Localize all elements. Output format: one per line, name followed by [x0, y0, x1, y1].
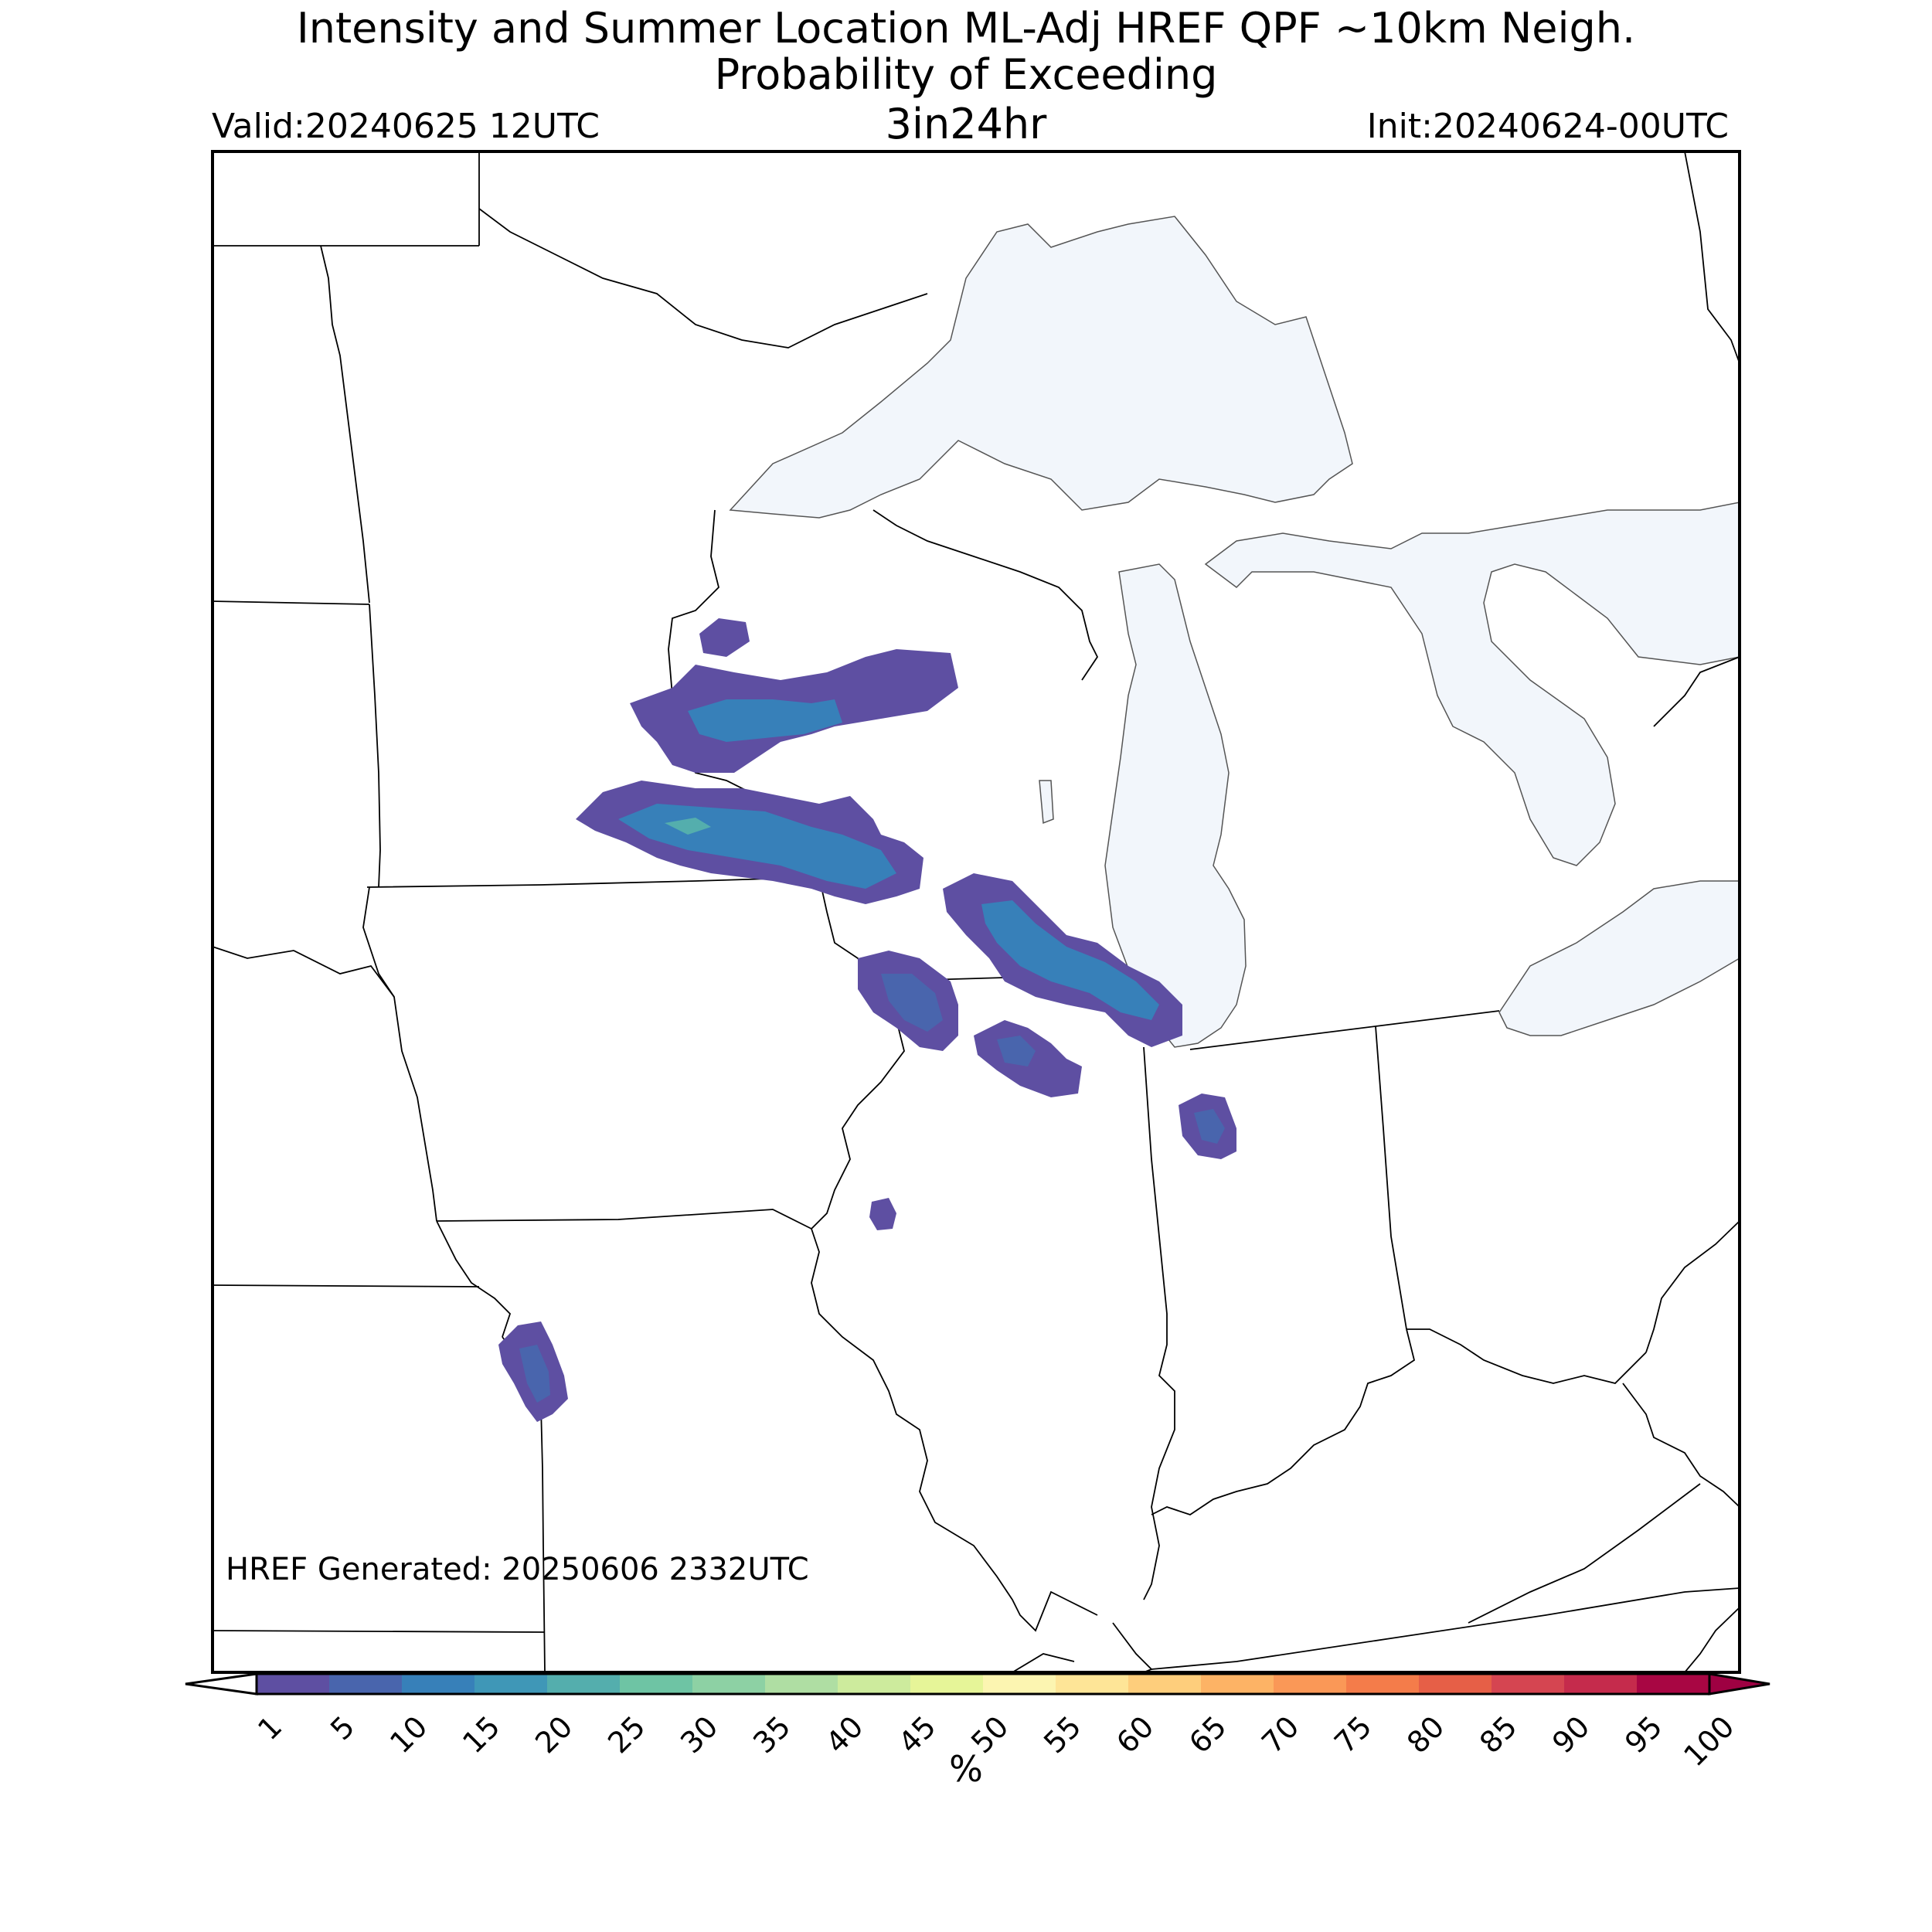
colorbar-segment — [1637, 1674, 1710, 1694]
colorbar-segment — [620, 1674, 693, 1694]
border-mi-in — [1189, 1026, 1376, 1050]
generated-timestamp: HREF Generated: 20250606 2332UTC — [226, 1552, 809, 1587]
colorbar — [185, 1672, 1770, 1696]
colorbar-unit-label: % — [949, 1748, 983, 1790]
precip-probability — [498, 618, 1236, 1422]
precip-il-north-core — [997, 1036, 1036, 1066]
colorbar-segment — [1564, 1674, 1638, 1694]
lakes — [729, 216, 1740, 1048]
border-mn-west — [320, 245, 370, 604]
lake-huron — [1204, 502, 1740, 866]
colorbar-segment — [402, 1674, 475, 1694]
colorbar-segment — [547, 1674, 621, 1694]
colorbar-segment — [1056, 1674, 1129, 1694]
border-ne-ks — [212, 1284, 480, 1287]
border-ks-ok — [212, 1630, 546, 1633]
lake-superior — [729, 216, 1353, 519]
colorbar-segment — [983, 1674, 1056, 1694]
title-line-2: Probability of Exceeding — [714, 50, 1218, 99]
precip-in-north-core — [1194, 1109, 1225, 1144]
colorbar-segments — [257, 1674, 1710, 1694]
border-va — [1468, 1483, 1701, 1624]
precip-wi-mn-teal — [665, 818, 711, 835]
border-wv — [1622, 1383, 1740, 1508]
valid-time: Valid:20240625 12UTC — [212, 107, 600, 146]
title-line-1: Intensity and Summer Location ML-Adj HRE… — [296, 4, 1636, 53]
border-mi-oh — [1375, 1010, 1500, 1027]
border-oh-ky — [1406, 1328, 1647, 1384]
border-mo-south — [1012, 1653, 1075, 1673]
border-ia-west — [362, 886, 437, 1222]
colorbar-segment — [910, 1674, 984, 1694]
colorbar-segment — [1419, 1674, 1492, 1694]
border-ny-pa — [1653, 656, 1740, 727]
border-sd-ne — [212, 946, 395, 998]
colorbar-segment — [1346, 1674, 1420, 1694]
border-oh-pa — [1645, 1220, 1740, 1353]
colorbar-under-triangle — [185, 1672, 258, 1696]
border-mn-canada — [478, 151, 928, 349]
border-ia-il — [811, 981, 905, 1230]
border-ia-mo — [436, 1209, 812, 1230]
colorbar-segment — [474, 1674, 548, 1694]
precip-ks-mo-core — [519, 1345, 550, 1403]
precip-mn-north — [699, 618, 750, 657]
init-time: Init:20240624-00UTC — [1366, 107, 1729, 146]
border-il-in — [1143, 1046, 1175, 1600]
border-canada-east — [1684, 151, 1740, 364]
border-il-mo — [811, 1228, 1098, 1632]
precip-ia-ne-core — [881, 974, 943, 1032]
colorbar-segment — [329, 1674, 403, 1694]
colorbar-segment — [765, 1674, 838, 1694]
map-frame — [211, 150, 1741, 1674]
lake-michigan — [1104, 563, 1247, 1048]
colorbar-segment — [838, 1674, 911, 1694]
precip-mn-west-core — [688, 699, 842, 742]
map-panel — [211, 150, 1741, 1674]
border-sd-nd — [212, 600, 370, 605]
colorbar-segment — [1492, 1674, 1565, 1694]
border-tn-ar — [1684, 1607, 1740, 1673]
border-wi-mi — [872, 509, 1099, 681]
lake-winnebago — [1039, 780, 1054, 825]
colorbar-segment — [692, 1674, 766, 1694]
colorbar-segment — [1274, 1674, 1347, 1694]
colorbar-segment — [1201, 1674, 1274, 1694]
border-ne-mo — [436, 1220, 512, 1338]
colorbar-frame — [255, 1672, 1711, 1696]
border-ky-tn — [1151, 1587, 1740, 1670]
precip-wi-south-core — [981, 900, 1159, 1020]
title-line-3: 3in24hr — [885, 100, 1047, 148]
border-in-oh — [1375, 1026, 1407, 1330]
colorbar-segment — [257, 1674, 330, 1694]
border-mn-sd — [369, 604, 381, 888]
border-in-ky — [1151, 1328, 1416, 1515]
precip-il-west — [869, 1198, 896, 1230]
colorbar-over-triangle — [1708, 1672, 1770, 1696]
colorbar-segment — [1128, 1674, 1202, 1694]
